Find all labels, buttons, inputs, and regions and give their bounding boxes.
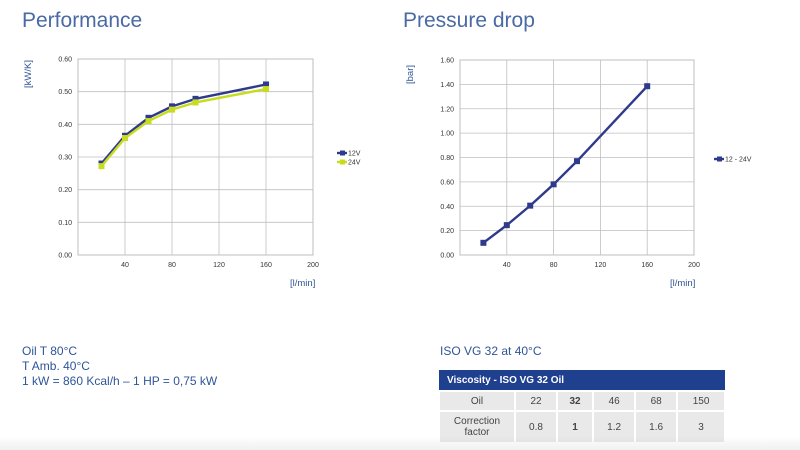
oil-row-label: Oil xyxy=(438,390,516,412)
data-point xyxy=(527,202,534,209)
y-tick-label: 0.50 xyxy=(58,89,72,96)
x-tick-label: 200 xyxy=(688,262,700,269)
data-point xyxy=(169,106,175,113)
data-point xyxy=(145,114,152,121)
oil-value: 46 xyxy=(592,390,637,412)
legend-marker xyxy=(340,159,345,165)
legend-label: 24V xyxy=(348,160,361,167)
legend-label: 12V xyxy=(348,151,361,158)
y-tick-label: 1.40 xyxy=(440,82,454,89)
viscosity-table-header: Viscosity - ISO VG 32 Oil xyxy=(439,370,725,391)
series-line-24V xyxy=(100,87,267,167)
legend-marker xyxy=(340,150,345,156)
x-tick-label: 160 xyxy=(260,262,272,269)
y-tick-label: 0.20 xyxy=(58,187,72,194)
performance-y-unit: [kW/K] xyxy=(23,60,34,88)
chart-1-group: 0.00 0.20 0.40 0.60 0.80 1.00 1.20 1.40 1.60 40 80… xyxy=(440,58,751,270)
data-point xyxy=(550,181,557,188)
data-point xyxy=(98,163,105,170)
y-tick-label: 0.30 xyxy=(58,155,72,162)
note-oil-temp: Oil T 80°C xyxy=(22,344,78,358)
oil-value: 22 xyxy=(514,390,558,412)
y-tick-label: 0.60 xyxy=(440,179,454,186)
series-line-12-24V xyxy=(482,85,649,244)
performance-chart: 0.00 0.10 0.20 0.30 0.40 0.50 0.60 40 80 120 160 20… xyxy=(58,57,751,270)
data-point xyxy=(122,135,128,142)
y-tick-label: 0.10 xyxy=(58,220,72,227)
legend-marker xyxy=(717,156,722,162)
oil-value: 150 xyxy=(676,390,726,412)
legend-label: 12 - 24V xyxy=(725,157,752,164)
data-point xyxy=(644,83,651,90)
pressure-y-unit: [bar] xyxy=(405,64,416,84)
data-point xyxy=(192,99,199,106)
performance-x-unit: [l/min] xyxy=(290,278,316,289)
correction-row-label: Correction factor xyxy=(438,410,516,444)
x-tick-label: 80 xyxy=(550,262,558,269)
oil-value: 32 xyxy=(555,390,595,412)
y-tick-label: 0.00 xyxy=(58,253,72,260)
x-tick-label: 160 xyxy=(641,262,653,269)
data-point xyxy=(503,222,510,229)
table-row: Oil 22 32 46 68 150 xyxy=(438,390,726,412)
viscosity-table: Viscosity - ISO VG 32 Oil Oil 22 32 46 6… xyxy=(438,370,726,444)
y-tick-label: 0.60 xyxy=(58,57,72,64)
data-point xyxy=(263,81,269,88)
correction-label-line2: factor xyxy=(464,427,490,438)
correction-value: 1 xyxy=(555,410,595,444)
data-point xyxy=(169,103,175,110)
performance-title: Performance xyxy=(22,9,143,32)
y-tick-label: 1.20 xyxy=(440,106,454,113)
y-tick-label: 0.20 xyxy=(440,228,454,235)
conditions-notes: Oil T 80°C T Amb. 40°C 1 kW = 860 Kcal/h… xyxy=(22,344,217,389)
x-tick-label: 40 xyxy=(503,262,511,269)
data-point xyxy=(145,118,152,125)
x-tick-label: 120 xyxy=(213,262,225,269)
y-tick-label: 0.00 xyxy=(440,253,454,260)
table-row: Correction factor 0.8 1 1.2 1.6 3 xyxy=(438,410,726,444)
correction-value: 0.8 xyxy=(514,410,558,444)
x-tick-label: 80 xyxy=(168,262,176,269)
data-point xyxy=(574,158,580,165)
y-tick-label: 0.80 xyxy=(440,155,454,162)
x-tick-label: 200 xyxy=(307,262,319,269)
correction-value: 1.2 xyxy=(592,410,637,444)
data-point xyxy=(192,95,199,102)
y-tick-label: 1.00 xyxy=(440,131,454,138)
correction-value: 3 xyxy=(676,410,726,444)
y-tick-label: 1.60 xyxy=(440,58,454,65)
correction-label-line1: Correction xyxy=(453,416,501,427)
data-point xyxy=(480,239,487,246)
iso-vg-label: ISO VG 32 at 40°C xyxy=(440,344,542,358)
pressure-x-unit: [l/min] xyxy=(670,278,696,289)
y-tick-label: 0.40 xyxy=(440,204,454,211)
y-tick-label: 0.40 xyxy=(58,122,72,129)
x-tick-label: 120 xyxy=(595,262,607,269)
oil-value: 68 xyxy=(634,390,679,412)
chart-0-group: 0.00 0.10 0.20 0.30 0.40 0.50 0.60 40 80 120 160 20… xyxy=(58,57,360,270)
pressure-drop-title: Pressure drop xyxy=(403,9,535,32)
note-unit-conversion: 1 kW = 860 Kcal/h – 1 HP = 0,75 kW xyxy=(22,374,218,388)
note-ambient-temp: T Amb. 40°C xyxy=(22,359,90,373)
x-tick-label: 40 xyxy=(121,262,129,269)
correction-value: 1.6 xyxy=(634,410,679,444)
data-point xyxy=(263,86,269,93)
series-line-12V xyxy=(100,83,267,165)
bottom-shadow xyxy=(0,436,800,450)
